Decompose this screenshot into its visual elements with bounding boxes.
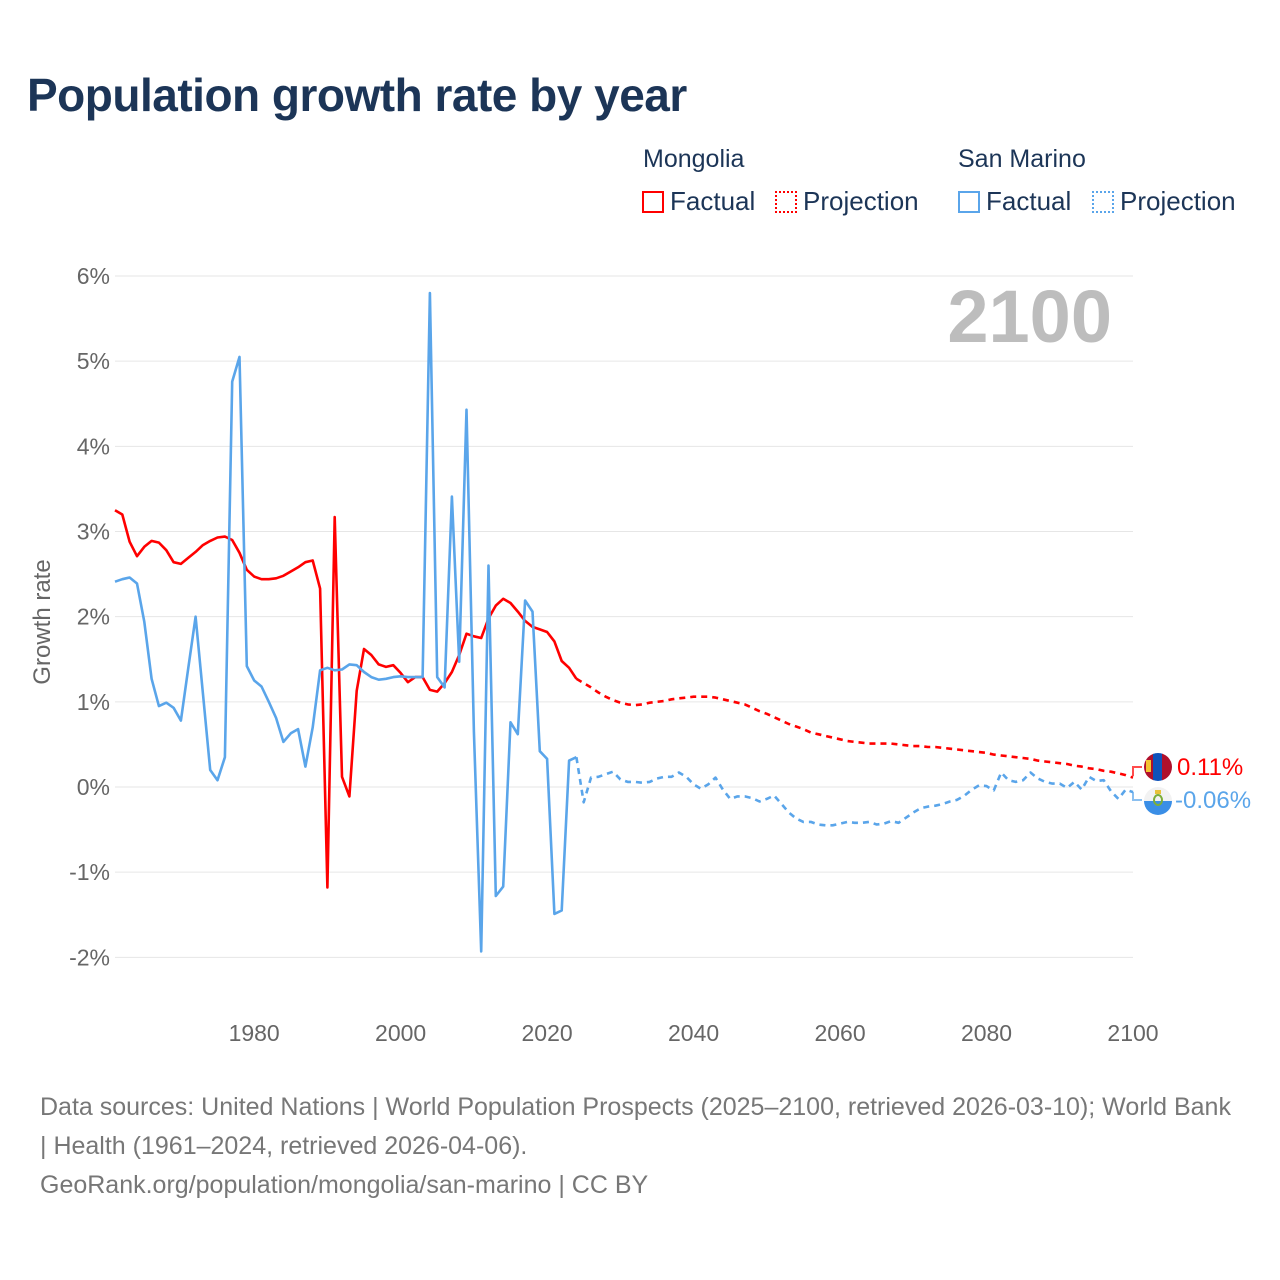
mongolia-end-value: 0.11% (1177, 754, 1243, 781)
x-tick-label: 2000 (375, 1020, 426, 1046)
x-tick-label: 2020 (522, 1020, 573, 1046)
x-tick-label: 2100 (1107, 1020, 1158, 1046)
y-tick-label: 3% (77, 519, 110, 545)
x-tick-label: 1980 (229, 1020, 280, 1046)
y-axis-ticks: 6% 5% 4% 3% 2% 1% 0% -1% -2% (69, 263, 110, 970)
y-tick-label: 6% (77, 263, 110, 289)
x-axis-ticks: 1980 2000 2020 2040 2060 2080 2100 (229, 1020, 1159, 1046)
year-watermark: 2100 (947, 275, 1112, 358)
x-tick-label: 2040 (668, 1020, 719, 1046)
y-tick-label: 4% (77, 433, 110, 459)
mongolia-flag-icon (1144, 753, 1172, 781)
series-line-san-marino-factual (114, 291, 577, 953)
san-marino-end-value: -0.06% (1175, 787, 1251, 814)
legend-mongolia-factual[interactable]: Factual (642, 186, 755, 217)
series-line-san-marino-projection (575, 756, 1134, 827)
legend-swatch-solid-blue (958, 190, 980, 213)
legend-swatch-dotted-red (775, 190, 797, 213)
y-tick-label: 2% (77, 604, 110, 630)
legend-label: Projection (803, 186, 919, 216)
series-line-mongolia-projection (575, 677, 1134, 779)
legend-label: Factual (670, 186, 756, 216)
y-tick-label: 0% (77, 774, 110, 800)
legend-country-san-marino: San Marino (958, 145, 1086, 173)
y-tick-label: 5% (77, 348, 110, 374)
footer: Data sources: United Nations | World Pop… (40, 1088, 1240, 1205)
legend-label: Projection (1120, 186, 1236, 216)
x-tick-label: 2060 (814, 1020, 865, 1046)
line-chart: 6% 5% 4% 3% 2% 1% 0% -1% -2% 1980 2000 2020 2040 206… (29, 263, 1251, 1046)
legend-mongolia-projection[interactable]: Projection (775, 186, 919, 217)
mongolia-end-connector (1132, 766, 1142, 776)
data-sources: Data sources: United Nations | World Pop… (40, 1093, 1231, 1160)
gridlines (115, 275, 1133, 958)
series-lines (114, 291, 1134, 953)
y-tick-label: -2% (69, 944, 110, 970)
legend-swatch-dotted-blue (1092, 190, 1114, 213)
legend-label: Factual (986, 186, 1072, 216)
legend-country-mongolia: Mongolia (643, 145, 745, 173)
y-tick-label: -1% (69, 859, 110, 885)
san-marino-end-connector (1132, 792, 1142, 801)
san-marino-flag-icon (1144, 787, 1172, 815)
chart-title: Population growth rate by year (27, 69, 687, 121)
series-line-mongolia-factual (114, 509, 578, 889)
legend-san-marino-factual[interactable]: Factual (958, 186, 1071, 217)
legend-swatch-solid-red (642, 190, 664, 213)
y-axis-label: Growth rate (29, 559, 56, 684)
legend-san-marino-projection[interactable]: Projection (1092, 186, 1236, 217)
x-tick-label: 2080 (961, 1020, 1012, 1046)
attribution-link[interactable]: GeoRank.org/population/mongolia/san-mari… (40, 1171, 649, 1199)
y-tick-label: 1% (77, 689, 110, 715)
